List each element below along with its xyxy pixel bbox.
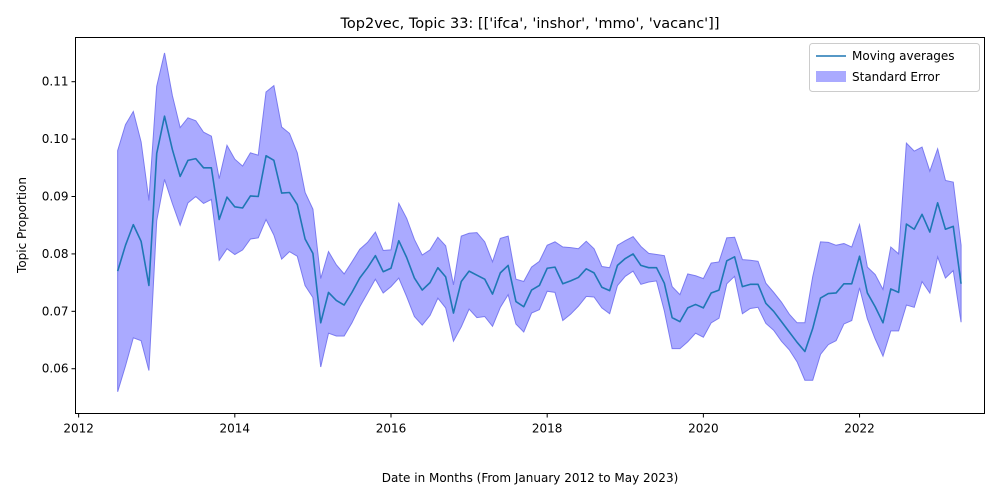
y-tick-label: 0.09 (42, 190, 69, 204)
x-tick-label: 2016 (376, 422, 407, 436)
moving-averages-line (116, 115, 962, 353)
x-tick-label: 2022 (844, 422, 875, 436)
x-tick-label: 2014 (220, 422, 251, 436)
plot-frame (75, 37, 985, 414)
x-axis: 2012 2014 2016 2018 2020 2022 (63, 413, 875, 436)
x-tick-label: 2018 (532, 422, 563, 436)
y-tick-label: 0.10 (42, 132, 69, 146)
y-tick-label: 0.11 (42, 75, 69, 89)
x-axis-title: Date in Months (From January 2012 to May… (382, 471, 679, 485)
legend-label-standard-error: Standard Error (852, 70, 940, 84)
legend-frame (809, 43, 980, 92)
legend: Moving averages Standard Error (809, 43, 980, 92)
x-tick-label: 2012 (63, 422, 94, 436)
legend-label-moving-averages: Moving averages (852, 49, 955, 63)
y-tick-label: 0.08 (42, 247, 69, 261)
legend-band-swatch (816, 71, 846, 82)
x-tick-label: 2020 (688, 422, 719, 436)
y-tick-label: 0.06 (42, 362, 69, 376)
chart-title: Top2vec, Topic 33: [['ifca', 'inshor', '… (340, 16, 720, 32)
y-axis-title: Topic Proportion (15, 177, 29, 274)
y-axis: 0.06 0.07 0.08 0.09 0.10 0.11 (42, 75, 76, 376)
y-tick-label: 0.07 (42, 304, 69, 318)
standard-error-band (117, 52, 962, 392)
